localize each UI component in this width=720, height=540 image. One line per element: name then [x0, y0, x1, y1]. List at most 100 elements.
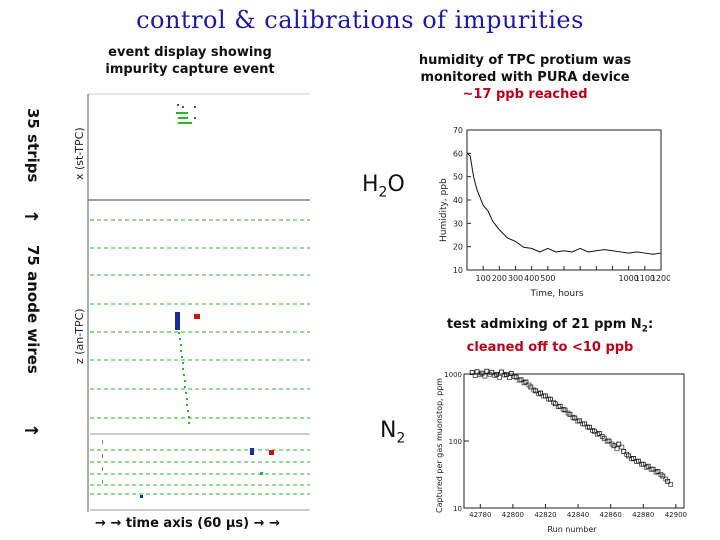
n2-caption: test admixing of 21 ppm N2: cleaned off …: [405, 316, 695, 356]
n2-point: [523, 379, 529, 385]
humidity-plot-frame: [466, 129, 662, 271]
humidity-xtick-label: 1000: [618, 274, 638, 283]
humidity-xtick-label: 200: [492, 274, 507, 283]
humidity-ytick-label: 20: [453, 243, 463, 252]
n2-ytick-label: 1000: [444, 371, 462, 379]
n2-caption-line2: cleaned off to <10 ppb: [466, 339, 634, 355]
time-arrow-icon: →: [269, 516, 280, 531]
n2-ytick-label: 100: [449, 438, 462, 446]
n2-point: [650, 466, 656, 472]
n2-point: [660, 473, 666, 479]
humidity-ytick-label: 50: [453, 173, 463, 182]
n2-point: [616, 441, 622, 447]
anode-arrow-icon: →: [24, 420, 40, 441]
strip-hits: [176, 104, 196, 124]
n2-xtick-label: 42880: [632, 511, 654, 519]
n2-xtick-label: 42800: [502, 511, 524, 519]
n2-point: [601, 435, 607, 441]
humidity-xtick-label: 1200: [651, 274, 670, 283]
humidity-ytick-label: 30: [453, 219, 463, 228]
n2-point: [547, 396, 553, 402]
n2-point: [543, 393, 548, 399]
time-arrow-icon: →: [253, 516, 265, 531]
time-axis-label: time axis (60 μs): [125, 516, 250, 531]
n2-point: [562, 407, 568, 413]
n2-point: [494, 371, 499, 377]
n2-point: [533, 388, 539, 394]
n2-xtick-label: 42860: [600, 511, 622, 519]
n2-sub: 2: [396, 430, 406, 447]
event-caption-line1: event display showing: [108, 45, 272, 60]
n2-series: [469, 368, 674, 487]
wire-hits: [102, 440, 274, 498]
n2-point: [582, 421, 587, 427]
n2-prefix: N: [380, 418, 397, 443]
n2-point: [621, 448, 627, 454]
time-axis-caption: → → time axis (60 μs) → →: [95, 516, 280, 531]
n2-plot-frame: [463, 373, 685, 509]
n2-point: [635, 458, 641, 464]
n2-point: [640, 461, 646, 467]
n2-label: N2: [380, 418, 405, 446]
n2-point: [557, 403, 563, 409]
n2-point: [474, 369, 480, 375]
n2-point: [513, 374, 519, 380]
anode-label: 75 anode wires: [24, 245, 42, 374]
n2-chart: Captured per gas muonstop, ppm Run numbe…: [435, 368, 687, 534]
humidity-xtick-label: 500: [540, 274, 555, 283]
n2-xtick-label: 42840: [567, 511, 589, 519]
humidity-caption-line1: humidity of TPC protium was: [418, 53, 632, 68]
time-arrow-icon: →: [95, 516, 106, 531]
humidity-caption-line3: ~17 ppb reached: [462, 87, 588, 102]
n2-axes: 10 100 1000 42780 42800 42820 42840 42860 42880 4…: [444, 371, 687, 519]
slide-title: control & calibrations of impurities: [136, 6, 584, 34]
humidity-axes: 10 20 30 40 50 60 70 100 200 300 400 500 10001100120…: [453, 126, 670, 283]
n2-point: [538, 390, 543, 396]
n2-point: [518, 377, 524, 383]
n2-point: [469, 370, 475, 375]
n2-point: [591, 428, 597, 434]
n2-caption-line1-sub: 2: [641, 324, 648, 335]
n2-point: [503, 372, 509, 377]
n2-caption-line1: test admixing of 21 ppm N2:: [405, 316, 695, 339]
n2-xtick-label: 42780: [469, 511, 491, 519]
n2-xtick-label: 42820: [534, 511, 556, 519]
humidity-series-line: [466, 152, 662, 255]
h2o-sub: 2: [378, 184, 388, 201]
n2-point: [479, 370, 485, 376]
humidity-ytick-label: 70: [453, 126, 463, 135]
n2-point: [611, 443, 617, 449]
humidity-xtick-label: 400: [524, 274, 539, 283]
event-display: x (st-TPC) z (an-TPC): [73, 93, 310, 512]
n2-point: [577, 418, 583, 424]
n2-point: [614, 446, 620, 452]
n2-point: [606, 438, 612, 444]
humidity-xtick-label: 1100: [635, 274, 655, 283]
humidity-xtick-label: 100: [476, 274, 491, 283]
n2-point: [619, 444, 625, 450]
n2-ylabel: Captured per gas muonstop, ppm: [435, 378, 444, 513]
n2-point: [499, 369, 504, 375]
upper-axis-label: x (st-TPC): [73, 127, 86, 180]
n2-point: [528, 384, 534, 390]
n2-ytick-label: 10: [453, 505, 462, 513]
humidity-ytick-label: 60: [453, 149, 463, 158]
time-arrow-icon: →: [110, 516, 122, 531]
n2-xtick-label: 42900: [665, 511, 687, 519]
event-display-caption: event display showing impurity capture e…: [90, 44, 290, 78]
n2-point: [596, 430, 602, 436]
lower-axis-label: z (an-TPC): [73, 308, 86, 364]
h2o-suffix: O: [387, 172, 405, 197]
humidity-xtick-label: 300: [508, 274, 523, 283]
n2-xlabel: Run number: [547, 525, 597, 534]
n2-caption-line1-post: :: [647, 317, 654, 332]
n2-point: [655, 469, 661, 474]
h2o-prefix: H: [362, 172, 379, 197]
n2-point: [587, 424, 592, 430]
event-caption-line2: impurity capture event: [105, 62, 275, 77]
strips-label: 35 strips: [24, 108, 42, 183]
humidity-chart: Humidity, ppb Time, hours 10 20 30 40 50 60 70…: [439, 126, 670, 299]
n2-point: [645, 463, 651, 469]
humidity-xlabel: Time, hours: [529, 289, 583, 299]
n2-point: [484, 368, 490, 374]
